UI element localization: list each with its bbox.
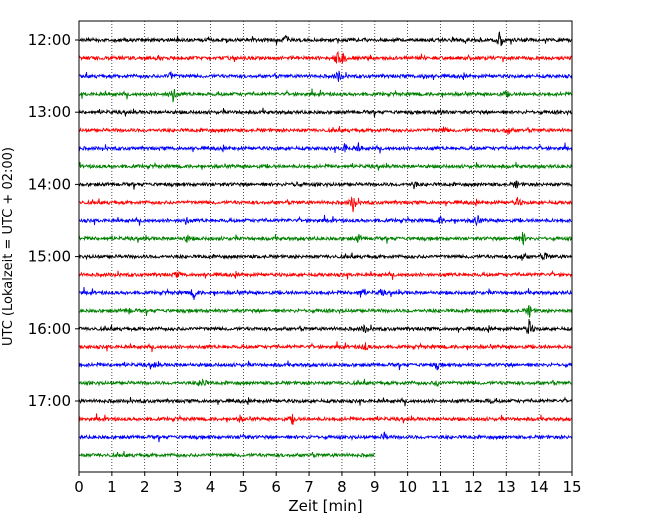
trace-1345 bbox=[78, 161, 573, 171]
x-tick-label: 3 bbox=[173, 478, 183, 496]
x-tick-label: 7 bbox=[304, 478, 314, 496]
trace-1730 bbox=[78, 431, 573, 443]
x-tick-label: 4 bbox=[206, 478, 216, 496]
trace-1230 bbox=[78, 70, 573, 82]
y-axis: 12:00 13:00 14:00 15:00 16:00 17:00 bbox=[28, 31, 79, 410]
trace-1500 bbox=[78, 252, 573, 261]
grid-lines bbox=[111, 21, 540, 472]
trace-1615 bbox=[78, 341, 573, 353]
x-tick-label: 6 bbox=[271, 478, 281, 496]
trace-1200 bbox=[78, 31, 573, 46]
trace-1330 bbox=[78, 142, 573, 154]
x-tick-label: 0 bbox=[74, 478, 84, 496]
x-tick-label: 1 bbox=[107, 478, 117, 496]
y-tick-label: 13:00 bbox=[28, 103, 71, 121]
x-tick-label: 13 bbox=[497, 478, 516, 496]
trace-1530 bbox=[78, 287, 573, 301]
x-tick-label: 2 bbox=[140, 478, 150, 496]
x-tick-label: 11 bbox=[431, 478, 450, 496]
x-tick-label: 5 bbox=[239, 478, 249, 496]
trace-1430 bbox=[78, 214, 573, 227]
x-tick-label: 14 bbox=[530, 478, 549, 496]
y-tick-label: 14:00 bbox=[28, 175, 71, 193]
trace-1445 bbox=[78, 231, 573, 246]
plot-frame bbox=[78, 20, 573, 473]
trace-1645 bbox=[78, 378, 573, 388]
x-tick-label: 10 bbox=[398, 478, 417, 496]
y-tick-label: 15:00 bbox=[28, 248, 71, 266]
trace-1700 bbox=[78, 396, 573, 407]
seismic-traces bbox=[78, 31, 573, 459]
y-tick-label: 16:00 bbox=[28, 320, 71, 338]
x-axis-title: Zeit [min] bbox=[288, 497, 362, 515]
y-axis-title: UTC (Lokalzeit = UTC + 02:00) bbox=[1, 147, 16, 346]
y-tick-label: 12:00 bbox=[28, 31, 71, 49]
trace-1400 bbox=[78, 180, 573, 190]
x-axis: 0 1 2 3 4 5 6 7 8 9 10 11 12 13 14 15 bbox=[74, 472, 582, 496]
trace-1245 bbox=[78, 88, 573, 103]
x-tick-label: 15 bbox=[562, 478, 581, 496]
trace-1715 bbox=[78, 413, 573, 425]
trace-1315 bbox=[78, 126, 573, 135]
trace-1630 bbox=[78, 360, 573, 371]
x-tick-label: 8 bbox=[337, 478, 347, 496]
trace-1515 bbox=[78, 269, 573, 280]
trace-1600 bbox=[78, 319, 573, 335]
trace-1745 bbox=[78, 451, 375, 459]
y-tick-label: 17:00 bbox=[28, 392, 71, 410]
x-tick-label: 12 bbox=[464, 478, 483, 496]
trace-1215 bbox=[78, 50, 573, 64]
trace-1415 bbox=[78, 196, 573, 213]
trace-1545 bbox=[78, 304, 573, 318]
trace-1300 bbox=[78, 107, 573, 118]
x-tick-label: 9 bbox=[370, 478, 380, 496]
